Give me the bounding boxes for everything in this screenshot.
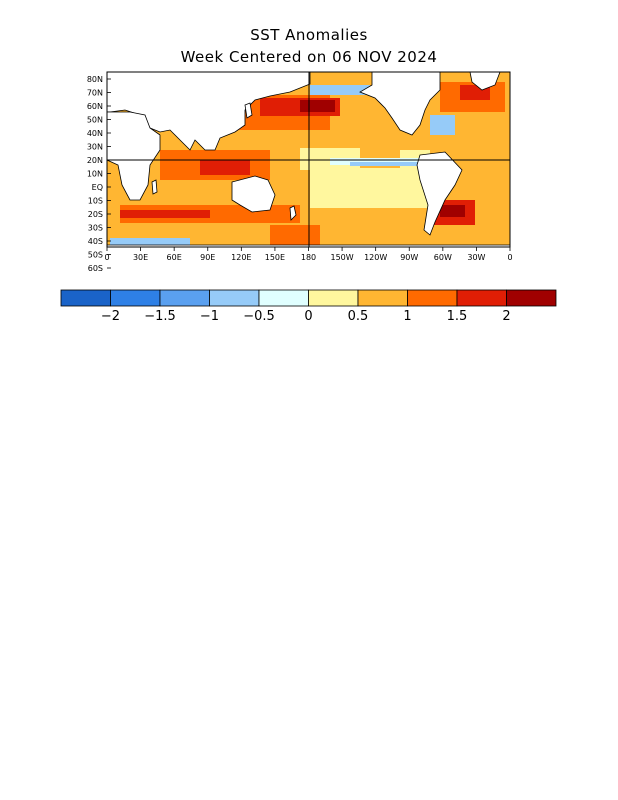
lat-label: 40S xyxy=(88,237,103,246)
lat-label: 30N xyxy=(87,143,103,152)
colorbar-label: 1.5 xyxy=(447,309,468,324)
north-atlantic-cool xyxy=(430,115,455,135)
colorbar-label: −1.5 xyxy=(144,309,176,324)
map-subtitle: Week Centered on 06 NOV 2024 xyxy=(180,48,438,66)
colorbar xyxy=(60,289,557,307)
colorbar-swatch xyxy=(159,289,210,307)
lon-label: 60W xyxy=(434,253,452,262)
lon-label: 150E xyxy=(265,253,285,262)
southern-indian-hot xyxy=(120,210,210,218)
colorbar-label: −1 xyxy=(200,309,219,324)
tasman-warm xyxy=(270,225,320,245)
greenland xyxy=(469,72,501,91)
colorbar-swatch xyxy=(60,289,111,307)
lat-label: 10N xyxy=(87,170,103,179)
longitude-axis: 0 30E 60E 90E 120E 150E 180 150W 120W 90W 60W 30W 0 xyxy=(104,247,513,262)
south-america xyxy=(416,151,463,236)
lon-label: 90W xyxy=(400,253,418,262)
colorbar-swatch xyxy=(110,289,161,307)
colorbar-swatch xyxy=(308,289,359,307)
lat-label: 50S xyxy=(88,251,103,260)
bering-cool xyxy=(310,85,370,95)
lat-label: EQ xyxy=(92,183,103,192)
australia xyxy=(231,175,276,213)
colorbar-swatch xyxy=(456,289,507,307)
maritime-continent-hot xyxy=(200,160,250,175)
equatorial-cool-core xyxy=(350,162,420,166)
lon-label: 30W xyxy=(467,253,485,262)
lon-label: 120W xyxy=(364,253,387,262)
latitude-axis: 80N 70N 60N 50N 40N 30N 20N 10N EQ 10S 20S 30S 40S 50… xyxy=(87,75,111,273)
map-title: SST Anomalies xyxy=(250,26,368,44)
lat-label: 50N xyxy=(87,116,103,125)
lat-label: 70N xyxy=(87,89,103,98)
colorbar-swatch xyxy=(258,289,309,307)
madagascar xyxy=(151,179,158,195)
lat-label: 60N xyxy=(87,102,103,111)
colorbar-labels: −2 −1.5 −1 −0.5 0 0.5 1 1.5 2 xyxy=(101,309,511,324)
lon-label: 0 xyxy=(507,253,512,262)
colorbar-label: −2 xyxy=(101,309,120,324)
new-zealand xyxy=(289,205,297,221)
lat-label: 30S xyxy=(88,224,103,233)
lon-label: 180 xyxy=(301,253,316,262)
land-masses xyxy=(107,72,510,247)
lon-label: 120E xyxy=(231,253,251,262)
lat-label: 20S xyxy=(88,210,103,219)
colorbar-label: −0.5 xyxy=(243,309,275,324)
lon-label: 30E xyxy=(133,253,148,262)
africa xyxy=(107,111,161,201)
equatorial-cool-tongue xyxy=(330,158,425,165)
north-america xyxy=(359,72,441,136)
south-atlantic-max xyxy=(440,205,465,217)
southern-ocean-cool xyxy=(110,238,190,246)
lat-label: 20N xyxy=(87,156,103,165)
colorbar-label: 1 xyxy=(403,309,411,324)
colorbar-swatch xyxy=(506,289,557,307)
colorbar-swatch xyxy=(407,289,458,307)
lat-label: 40N xyxy=(87,129,103,138)
lat-label: 80N xyxy=(87,75,103,84)
lat-label: 60S xyxy=(88,264,103,273)
colorbar-swatch xyxy=(357,289,408,307)
lon-label: 90E xyxy=(200,253,215,262)
colorbar-swatch xyxy=(209,289,260,307)
colorbar-label: 0 xyxy=(304,309,312,324)
japan xyxy=(244,102,253,119)
lon-label: 150W xyxy=(330,253,353,262)
lon-label: 0 xyxy=(104,253,109,262)
north-pacific-max xyxy=(300,100,335,112)
lat-label: 10S xyxy=(88,197,103,206)
central-pacific-yellow xyxy=(310,168,430,208)
lon-label: 60E xyxy=(167,253,182,262)
colorbar-label: 2 xyxy=(502,309,510,324)
colorbar-label: 0.5 xyxy=(348,309,369,324)
